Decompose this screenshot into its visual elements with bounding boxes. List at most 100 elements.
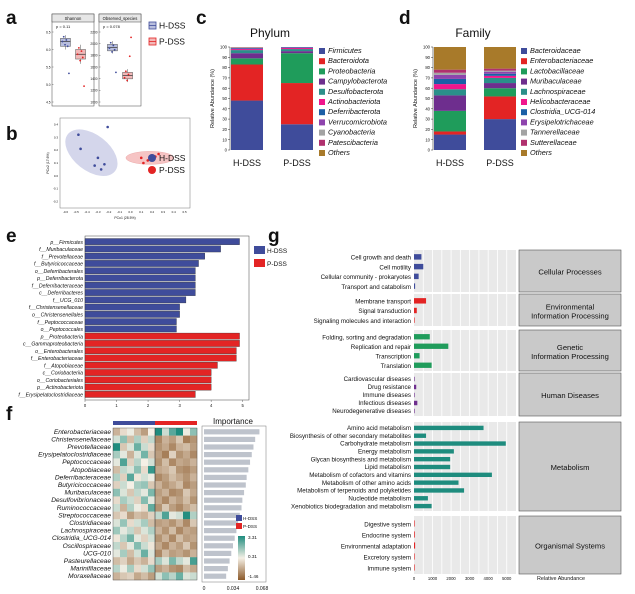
y-tick-label: 10 [425, 137, 430, 142]
heatmap-cell [162, 572, 170, 581]
category-label: p__Firmicutes [49, 240, 83, 246]
heatmap-cell [169, 511, 177, 520]
heatmap-cell [190, 572, 198, 581]
row-label: Butyricicoccaceae [58, 482, 111, 489]
bar-segment [231, 49, 263, 51]
y-tick-label: 20 [425, 127, 430, 132]
bar-segment [231, 64, 263, 101]
h-dss-bar [84, 311, 180, 318]
bar-segment [434, 72, 466, 75]
p-dss-point [123, 76, 126, 79]
category-label: f__Atopobiaceae [44, 363, 83, 369]
heatmap-cell [134, 564, 142, 573]
p-dss-point [81, 56, 84, 59]
legend-swatch [319, 109, 325, 116]
category-label: o__Coriobacteriales [37, 378, 84, 384]
pathway-bar [414, 317, 415, 323]
heatmap-cell [169, 549, 177, 558]
group-label: Human Diseases [541, 391, 599, 400]
legend-label: Firmicutes [328, 46, 362, 55]
bar-segment [484, 70, 516, 72]
heatmap-cell [134, 435, 142, 444]
category-label: Digestive system [364, 522, 411, 529]
pathway-bar [414, 343, 449, 349]
bar-segment [281, 83, 313, 125]
h-dss-point [106, 125, 109, 129]
legend-swatch [521, 119, 527, 126]
panel-letter-c: c [196, 8, 207, 29]
bar-segment [434, 78, 466, 85]
heatmap-cell [127, 572, 135, 581]
heatmap-cell [169, 428, 177, 436]
heatmap-cell [190, 557, 198, 565]
heatmap-cell [155, 534, 163, 543]
heatmap-cell [183, 572, 191, 581]
heatmap-cell [183, 519, 191, 527]
category-label: Membrane transport [355, 299, 411, 306]
category-label: Infectious diseases [358, 400, 411, 407]
heatmap-cell [141, 450, 149, 459]
pathway-bar [414, 392, 415, 398]
pathway-bar [414, 542, 416, 549]
heatmap-cell [190, 450, 198, 459]
pathway-bar [414, 503, 432, 509]
heatmap-cell [141, 466, 149, 474]
importance-bar [204, 490, 245, 496]
panel-letter-f: f [6, 404, 13, 425]
category-label: Cell motility [379, 264, 412, 271]
legend-label: H-DSS [159, 153, 186, 163]
heatmap-cell [120, 450, 128, 459]
p-dss-point [80, 50, 83, 52]
panel-e: p__Firmicutesf__Muribaculaceaef__Prevote… [18, 235, 288, 408]
heatmap-cell [183, 481, 191, 489]
panel-letter-d: d [399, 8, 411, 29]
bar-segment [484, 96, 516, 120]
panel-letter-b: b [6, 124, 18, 145]
category-label: Folding, sorting and degradation [322, 334, 411, 341]
x-tick-label: 0 [84, 403, 87, 408]
category-label: Amino acid metabolism [347, 425, 411, 432]
row-label: Atopobiaceae [70, 467, 112, 474]
category-label: Signal transduction [358, 308, 411, 315]
y-tick-label: 1200 [90, 89, 97, 93]
heatmap-cell [155, 473, 163, 482]
p-dss-bar [84, 354, 237, 362]
y-tick-label: 1800 [90, 54, 97, 58]
heatmap-cell [120, 534, 128, 543]
y-tick-label: 0.4 [54, 122, 59, 126]
heatmap-cell [155, 450, 163, 459]
category-label: o__Deferribacterales [35, 269, 84, 275]
heatmap-cell [190, 496, 198, 505]
legend-swatch [319, 58, 325, 65]
y-tick-label: 2000 [90, 42, 97, 46]
heatmap-cell [162, 428, 170, 436]
y-tick-label: 1000 [90, 100, 97, 104]
p-dss-bar [84, 383, 212, 391]
heatmap-cell [148, 519, 156, 527]
legend-label: Tannerellaceae [530, 128, 580, 137]
pathway-bar [414, 384, 417, 390]
bar-segment [484, 68, 516, 71]
category-label: f__Peptococcaceae [37, 320, 83, 326]
heatmap-cell [190, 542, 198, 550]
heatmap-cell [176, 481, 184, 489]
h-dss-point [77, 133, 80, 137]
category-label: o__Christensenellales [32, 313, 83, 319]
legend-label: Bacteroidota [328, 56, 369, 65]
heatmap-cell [169, 572, 177, 581]
heatmap-cell [148, 458, 156, 467]
colorbar-tick-label: 3.31 [248, 535, 257, 540]
heatmap-cell [141, 542, 149, 550]
heatmap-cell [155, 443, 163, 451]
x-tick-label: 1 [115, 403, 118, 408]
heatmap-cell [190, 458, 198, 467]
heatmap-cell [113, 542, 121, 550]
category-label: f__Muribaculaceae [39, 247, 83, 253]
row-label: Muribaculaceae [64, 490, 111, 497]
row-label: Deferribacteraceae [55, 474, 111, 481]
heatmap-cell [127, 542, 135, 550]
heatmap-cell [141, 496, 149, 505]
h-dss-bar [84, 274, 196, 282]
row-label: Clostridiaceae [69, 520, 111, 527]
category-label: c__Coriobacteriia [43, 371, 83, 377]
